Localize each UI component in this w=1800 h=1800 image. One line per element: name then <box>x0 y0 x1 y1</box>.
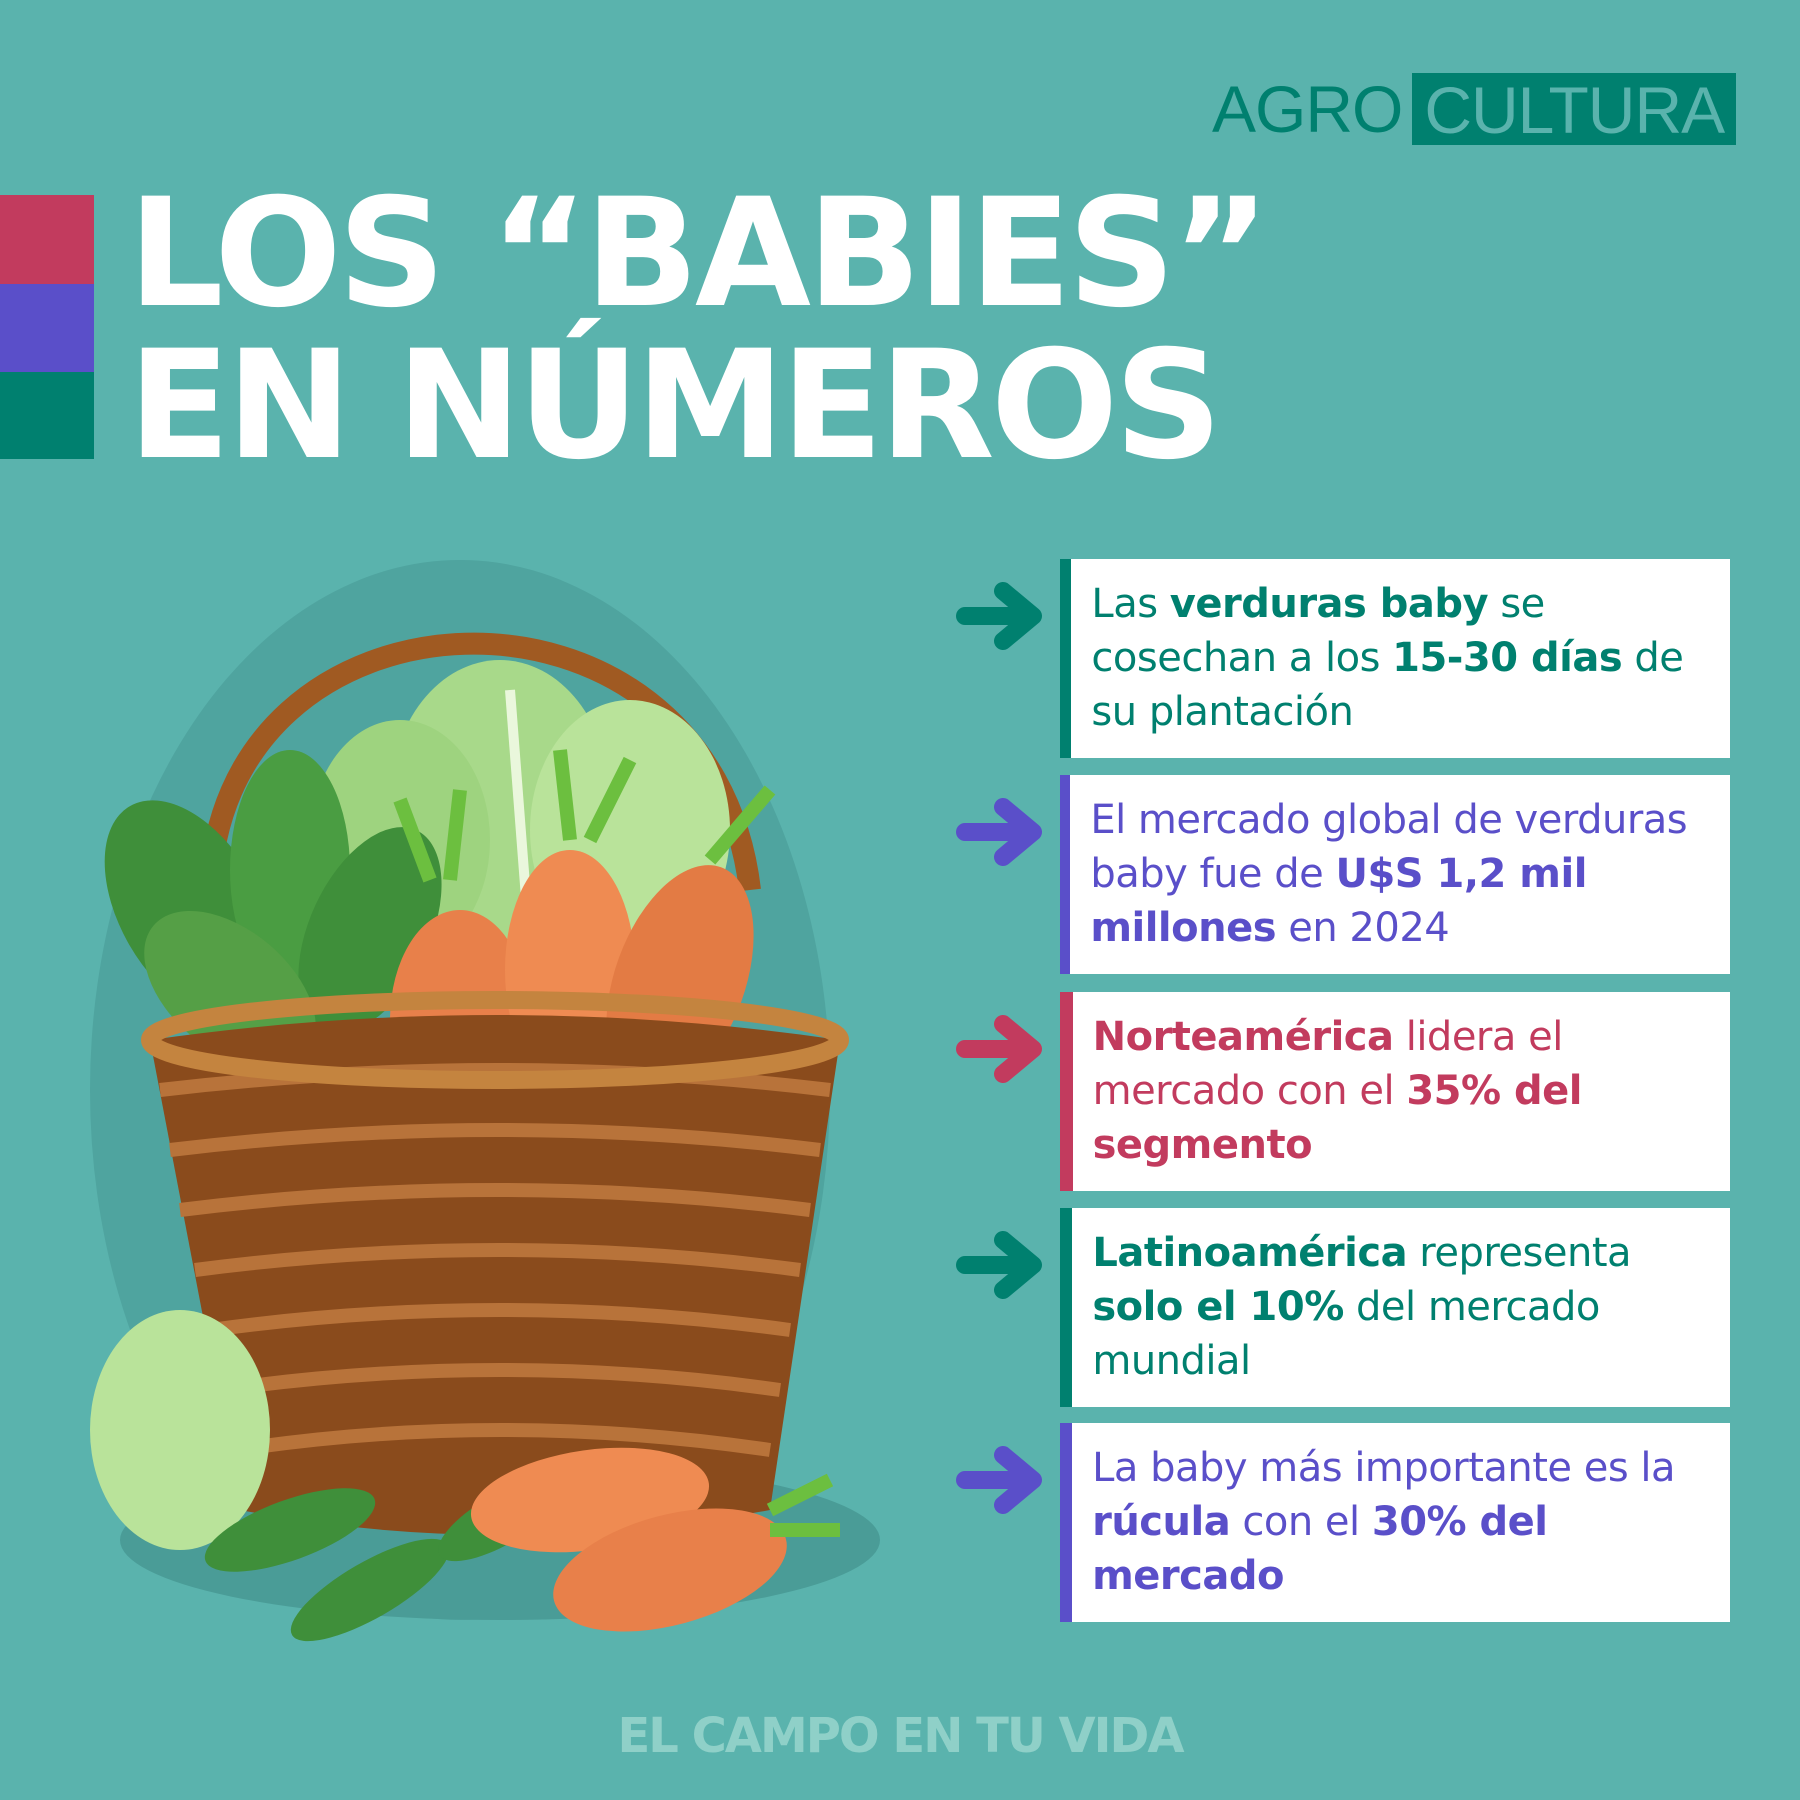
fact-segment: del mercado mundial <box>1092 1284 1600 1384</box>
agrocultura-logo: AGRO CULTURA <box>1212 72 1737 147</box>
fact-card-accent <box>1060 1423 1073 1622</box>
basket-illustration <box>90 632 880 1642</box>
fact-text: Norteamérica lidera el mercado con el 35… <box>1073 992 1730 1191</box>
fact-segment: se cosechan a los <box>1091 581 1545 681</box>
fact-segment: con el <box>1230 1499 1372 1545</box>
logo-agro: AGRO <box>1212 72 1403 146</box>
fact-segment: representa <box>1407 1230 1632 1276</box>
title-line-2: EN NÚMEROS <box>128 319 1222 493</box>
fact-segment: El mercado global de verduras baby fue d… <box>1090 797 1688 897</box>
lettuce-bottom-icon <box>90 1310 270 1550</box>
basket-body <box>150 1015 840 1535</box>
fact-highlight: 35% del segmento <box>1092 1068 1583 1168</box>
page-title: LOS “BABIES” EN NÚMEROS <box>128 167 1270 493</box>
fact-card-accent <box>1060 775 1071 974</box>
arrow-right-icon <box>956 1231 1042 1299</box>
arrow-right-icon <box>956 798 1042 866</box>
fact-card: El mercado global de verduras baby fue d… <box>1060 775 1730 974</box>
carrot-bottom-icon <box>470 1447 840 1632</box>
fact-card-accent <box>1060 992 1073 1191</box>
title-line-1: LOS “BABIES” <box>128 167 1270 341</box>
fact-highlight: U$S 1,2 mil millones <box>1090 851 1587 951</box>
fact-highlight: 30% del mercado <box>1092 1499 1548 1599</box>
fact-segment: de su plantación <box>1091 635 1684 735</box>
fact-card: Latinoamérica representa solo el 10% del… <box>1060 1208 1730 1407</box>
logo-cultura: CULTURA <box>1412 73 1737 147</box>
fact-text: Latinoamérica representa solo el 10% del… <box>1072 1208 1730 1407</box>
fact-highlight: Norteamérica <box>1092 1014 1394 1060</box>
accent-bar-red <box>0 195 94 284</box>
arrow-right-icon <box>956 582 1042 650</box>
fact-text: Las verduras baby se cosechan a los 15-3… <box>1071 559 1730 758</box>
fact-highlight: Latinoamérica <box>1092 1230 1408 1276</box>
fact-card-accent <box>1060 559 1072 758</box>
fact-segment: en 2024 <box>1276 905 1450 951</box>
arrow-right-icon <box>956 1015 1042 1083</box>
accent-bar-purple <box>0 284 94 372</box>
fact-text: La baby más importante es la rúcula con … <box>1072 1423 1730 1622</box>
accent-bar-teal <box>0 372 94 459</box>
fact-card: La baby más importante es la rúcula con … <box>1060 1423 1730 1622</box>
fact-card: Norteamérica lidera el mercado con el 35… <box>1060 992 1730 1191</box>
fact-card-accent <box>1060 1208 1073 1407</box>
fact-highlight: solo el 10% <box>1092 1284 1344 1330</box>
fact-segment: La baby más importante es la <box>1092 1445 1676 1491</box>
fact-highlight: verduras baby <box>1169 581 1489 627</box>
arrow-right-icon <box>956 1446 1042 1514</box>
fact-segment: Las <box>1091 581 1170 627</box>
fact-text: El mercado global de verduras baby fue d… <box>1070 775 1730 974</box>
footer-slogan: EL CAMPO EN TU VIDA <box>617 1708 1184 1764</box>
fact-highlight: 15-30 días <box>1392 635 1623 681</box>
fact-segment: lidera el mercado con el <box>1092 1014 1564 1114</box>
fact-highlight: rúcula <box>1092 1499 1231 1545</box>
fact-card: Las verduras baby se cosechan a los 15-3… <box>1060 559 1730 758</box>
